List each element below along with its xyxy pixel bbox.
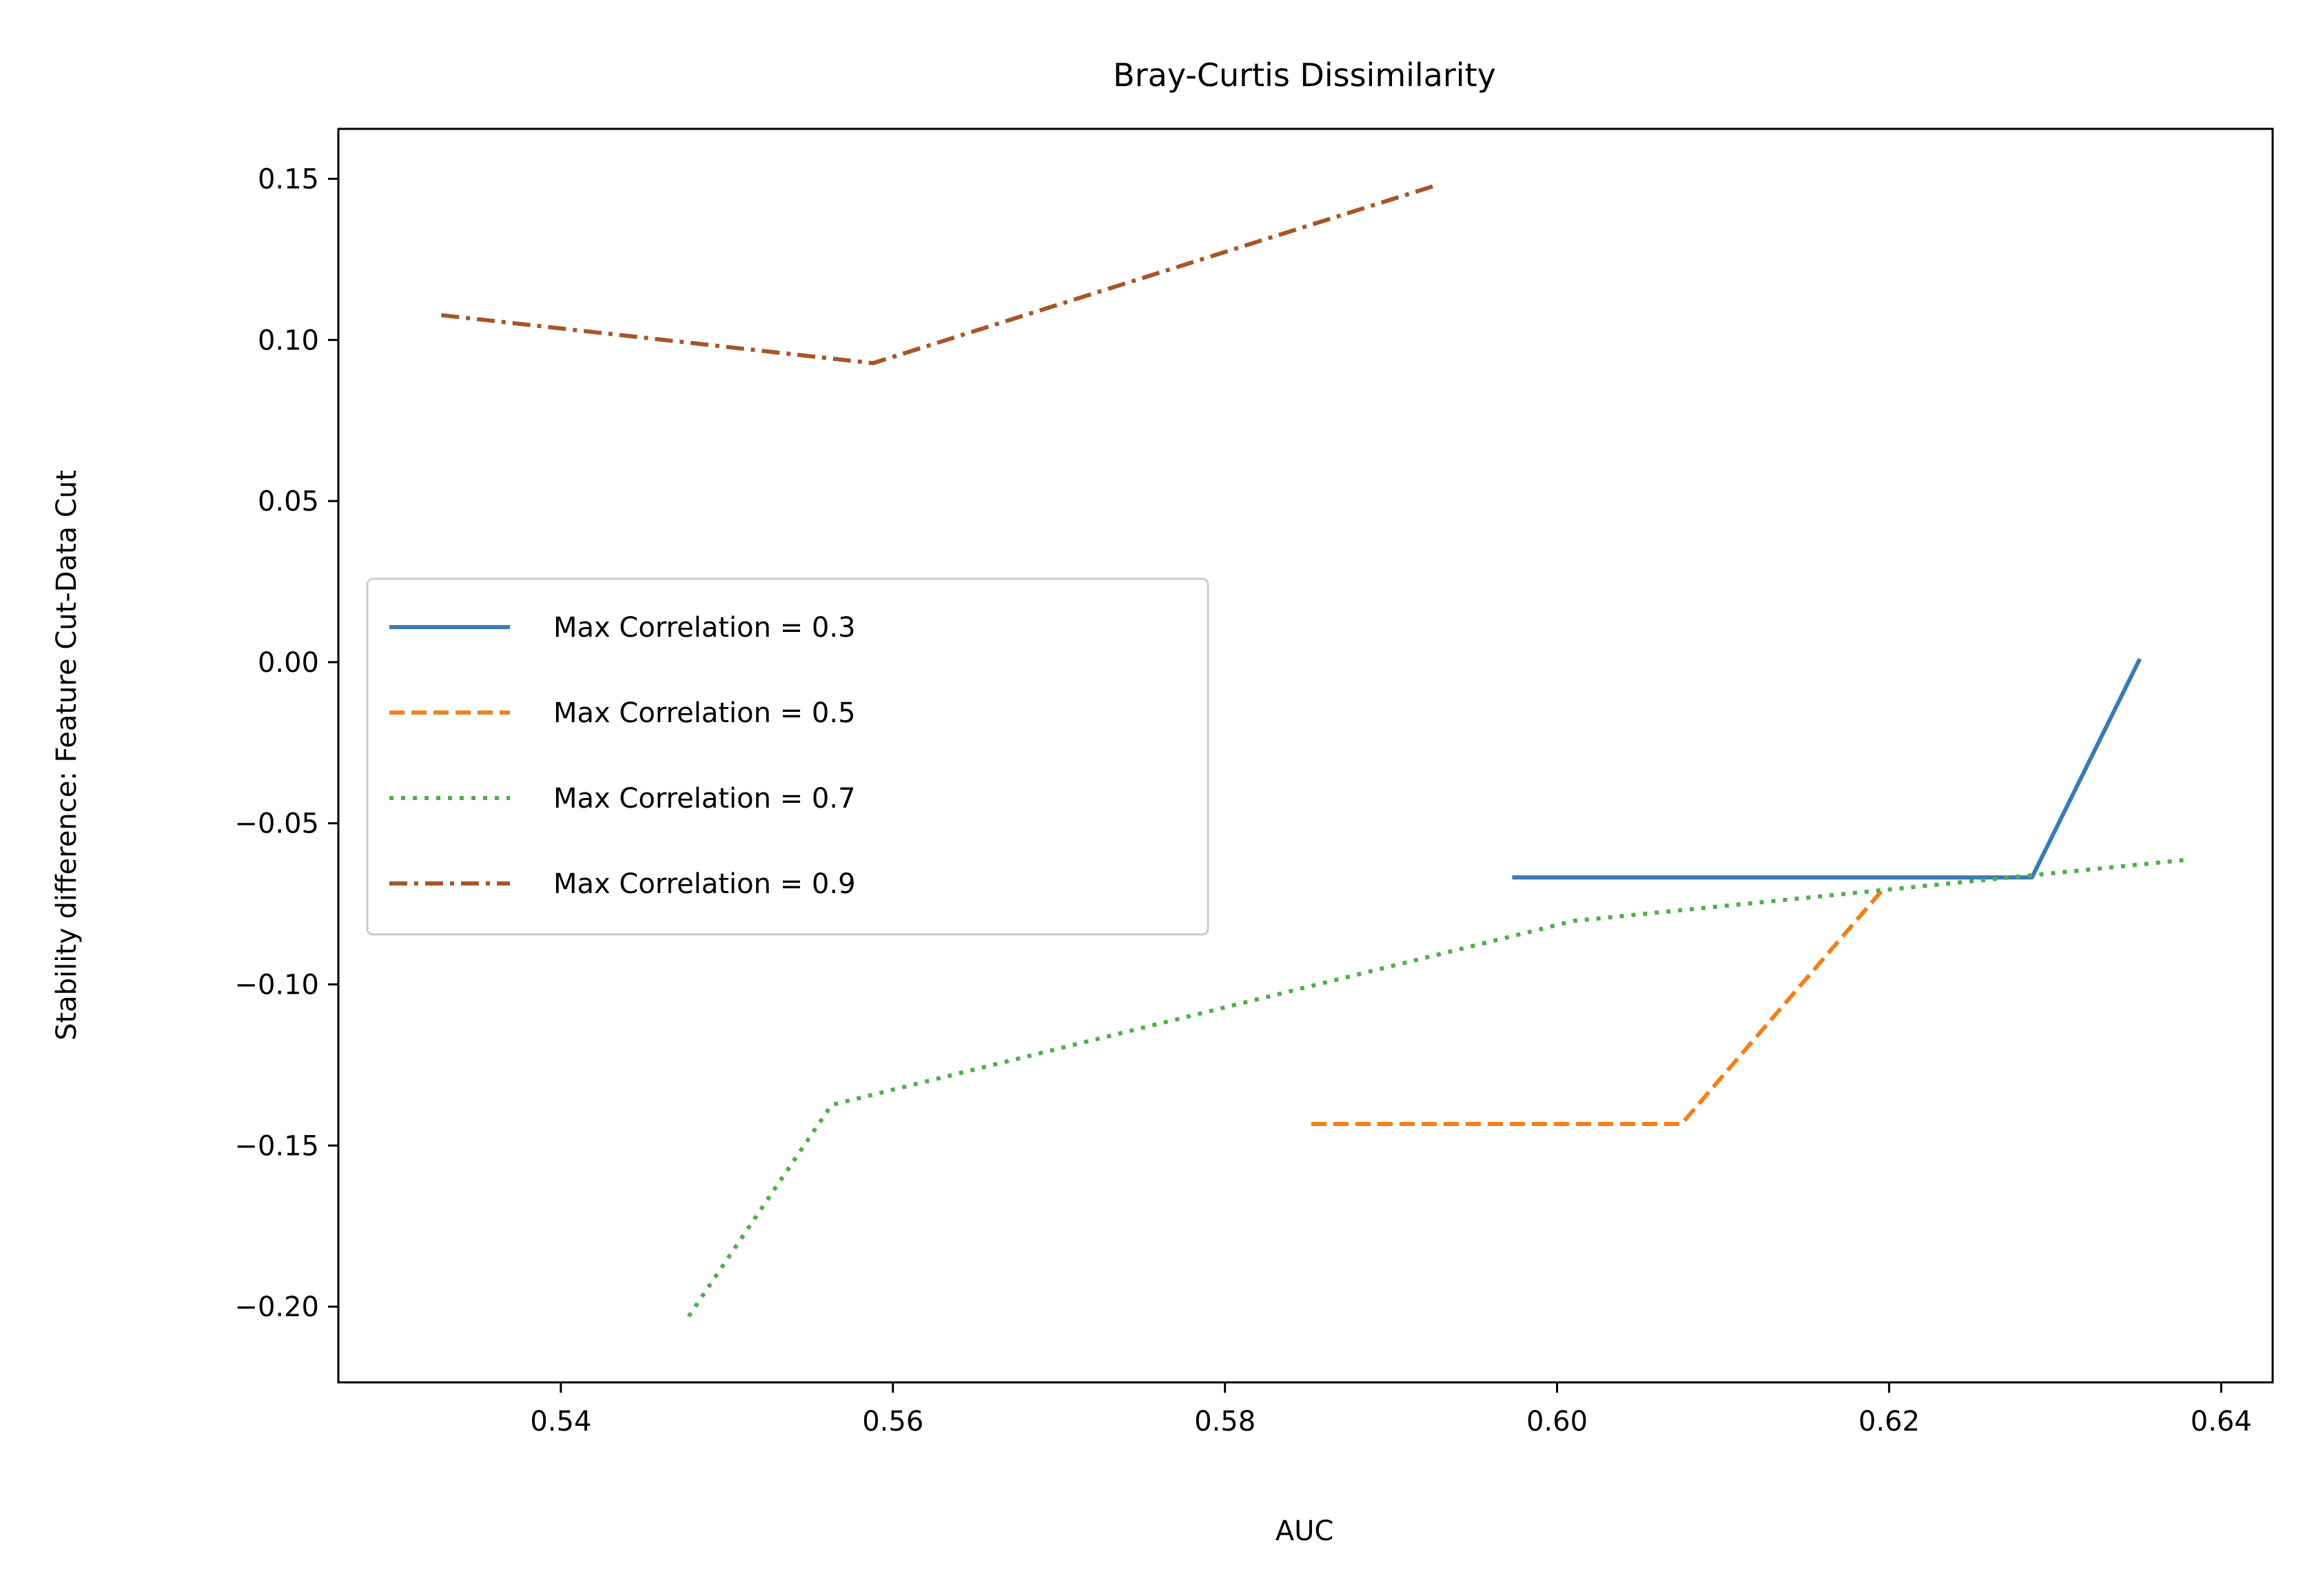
y-tick-label: −0.15: [234, 1130, 319, 1162]
x-tick-label: 0.54: [530, 1406, 591, 1438]
x-axis-label: AUC: [1276, 1515, 1334, 1547]
legend-label-2: Max Correlation = 0.7: [553, 783, 856, 815]
x-axis: 0.54 0.56 0.58 0.60 0.62 0.64: [530, 1382, 2252, 1438]
x-tick-label: 0.58: [1194, 1406, 1256, 1438]
y-tick-label: −0.05: [234, 808, 319, 840]
chart-title: Bray-Curtis Dissimilarity: [1113, 57, 1496, 94]
x-tick-label: 0.60: [1526, 1406, 1588, 1438]
series-layer: [441, 183, 2185, 1318]
x-tick-label: 0.62: [1859, 1406, 1920, 1438]
y-axis: 0.15 0.10 0.05 0.00 −0.05 −0.10 −0.15 −0.20: [234, 163, 338, 1323]
y-tick-label: −0.20: [234, 1291, 319, 1323]
y-tick-label: 0.10: [258, 325, 319, 356]
y-tick-label: −0.10: [234, 970, 319, 1001]
y-tick-label: 0.00: [258, 647, 319, 679]
y-tick-label: 0.05: [258, 486, 319, 518]
plot-frame: [337, 127, 2274, 1384]
legend-label-3: Max Correlation = 0.9: [553, 868, 856, 900]
legend-label-1: Max Correlation = 0.5: [553, 697, 856, 729]
y-tick-label: 0.15: [258, 163, 319, 195]
legend-box: [366, 577, 1209, 936]
series-line-2: [686, 858, 2185, 1318]
legend: Max Correlation = 0.3 Max Correlation = 0…: [366, 577, 1209, 936]
series-line-3: [441, 183, 1435, 365]
y-axis-label: Stability difference: Feature Cut-Data C…: [51, 470, 83, 1041]
x-tick-label: 0.64: [2191, 1406, 2252, 1438]
legend-label-0: Max Correlation = 0.3: [553, 612, 856, 644]
x-tick-label: 0.56: [862, 1406, 923, 1438]
series-line-0: [1512, 657, 2142, 880]
series-line-1: [1311, 888, 1885, 1126]
